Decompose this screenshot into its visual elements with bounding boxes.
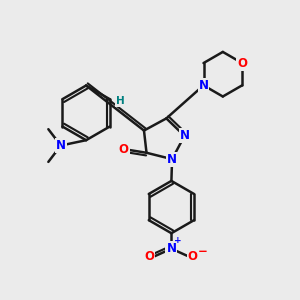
- Text: H: H: [116, 97, 124, 106]
- Text: −: −: [197, 244, 207, 258]
- Text: O: O: [188, 250, 198, 263]
- Text: N: N: [56, 139, 66, 152]
- Text: N: N: [179, 129, 189, 142]
- Text: O: O: [144, 250, 154, 263]
- Text: N: N: [167, 242, 176, 255]
- Text: O: O: [118, 143, 129, 156]
- Text: +: +: [174, 236, 182, 245]
- Text: O: O: [237, 57, 247, 70]
- Text: N: N: [199, 79, 208, 92]
- Text: N: N: [167, 153, 177, 166]
